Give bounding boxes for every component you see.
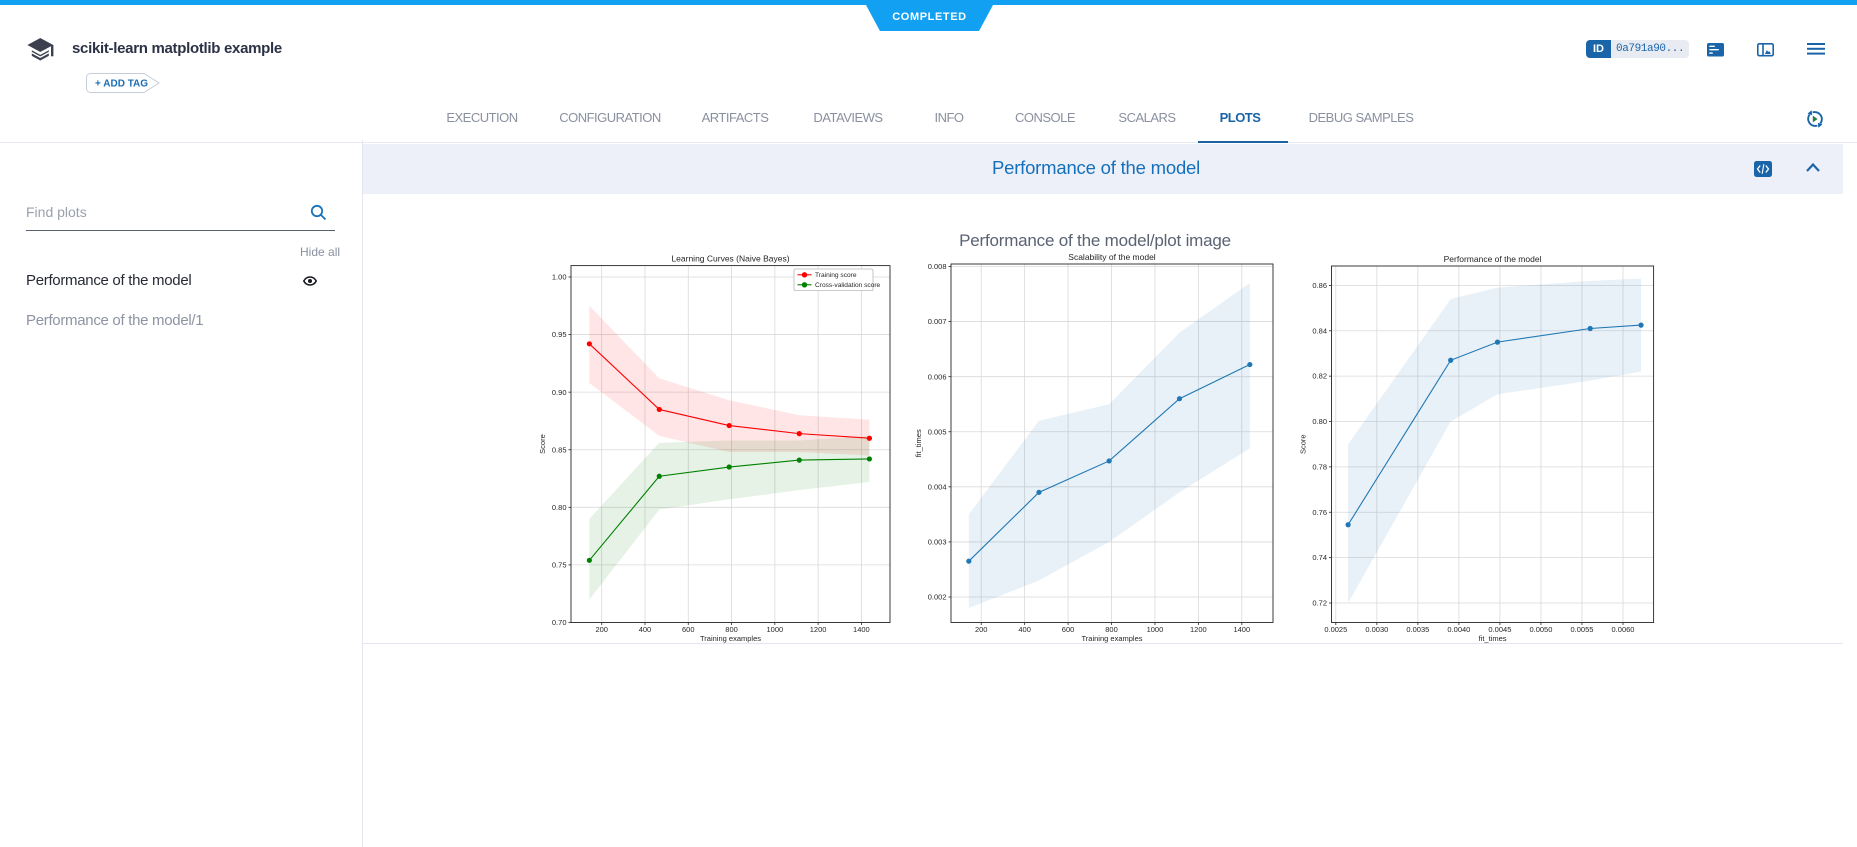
- svg-text:Score: Score: [538, 434, 547, 454]
- svg-text:0.0025: 0.0025: [1324, 625, 1347, 634]
- svg-text:1.00: 1.00: [552, 273, 567, 282]
- svg-text:+ ADD TAG: + ADD TAG: [95, 79, 148, 90]
- svg-text:0.70: 0.70: [552, 618, 567, 627]
- svg-text:0.0035: 0.0035: [1406, 625, 1429, 634]
- svg-text:0.80: 0.80: [552, 503, 567, 512]
- svg-text:0.74: 0.74: [1312, 553, 1327, 562]
- svg-text:0.85: 0.85: [552, 445, 567, 454]
- svg-text:0.0040: 0.0040: [1447, 625, 1470, 634]
- svg-text:0.003: 0.003: [928, 538, 947, 547]
- svg-text:0.007: 0.007: [928, 317, 947, 326]
- svg-text:0.0045: 0.0045: [1488, 625, 1511, 634]
- svg-text:Cross-validation score: Cross-validation score: [815, 282, 881, 289]
- svg-text:800: 800: [725, 625, 738, 634]
- svg-text:600: 600: [1062, 625, 1075, 634]
- svg-text:0.004: 0.004: [928, 482, 947, 491]
- svg-text:0.84: 0.84: [1312, 326, 1327, 335]
- svg-text:1400: 1400: [853, 625, 870, 634]
- svg-text:0.86: 0.86: [1312, 281, 1327, 290]
- svg-text:0.82: 0.82: [1312, 372, 1327, 381]
- svg-text:fit_times: fit_times: [914, 429, 923, 457]
- svg-text:1000: 1000: [766, 625, 783, 634]
- svg-text:0.78: 0.78: [1312, 462, 1327, 471]
- svg-text:0.006: 0.006: [928, 372, 947, 381]
- svg-text:200: 200: [975, 625, 988, 634]
- svg-text:0.95: 0.95: [552, 330, 567, 339]
- svg-text:Performance of the model: Performance of the model: [1444, 254, 1542, 264]
- svg-text:1200: 1200: [810, 625, 827, 634]
- svg-text:Score: Score: [1299, 434, 1308, 454]
- svg-text:0.005: 0.005: [928, 427, 947, 436]
- svg-text:0.008: 0.008: [928, 262, 947, 271]
- svg-text:1000: 1000: [1147, 625, 1164, 634]
- svg-text:Scalability of the model: Scalability of the model: [1068, 252, 1156, 262]
- svg-text:800: 800: [1105, 625, 1118, 634]
- svg-text:400: 400: [639, 625, 652, 634]
- svg-text:0.80: 0.80: [1312, 417, 1327, 426]
- svg-text:0.002: 0.002: [928, 593, 947, 602]
- svg-text:fit_times: fit_times: [1479, 634, 1507, 643]
- svg-text:0.0055: 0.0055: [1570, 625, 1593, 634]
- svg-text:Training examples: Training examples: [700, 634, 761, 643]
- svg-text:0.0060: 0.0060: [1612, 625, 1635, 634]
- svg-text:Training examples: Training examples: [1082, 634, 1143, 643]
- svg-text:1200: 1200: [1190, 625, 1207, 634]
- svg-text:0.0030: 0.0030: [1365, 625, 1388, 634]
- svg-text:0.76: 0.76: [1312, 508, 1327, 517]
- svg-text:400: 400: [1018, 625, 1031, 634]
- svg-text:Training score: Training score: [815, 272, 857, 279]
- svg-text:0.75: 0.75: [552, 561, 567, 570]
- svg-text:0.90: 0.90: [552, 388, 567, 397]
- svg-text:Learning Curves (Naive Bayes): Learning Curves (Naive Bayes): [671, 254, 789, 264]
- svg-text:0.72: 0.72: [1312, 599, 1327, 608]
- svg-text:600: 600: [682, 625, 695, 634]
- svg-text:200: 200: [595, 625, 608, 634]
- svg-text:0.0050: 0.0050: [1529, 625, 1552, 634]
- svg-text:1400: 1400: [1233, 625, 1250, 634]
